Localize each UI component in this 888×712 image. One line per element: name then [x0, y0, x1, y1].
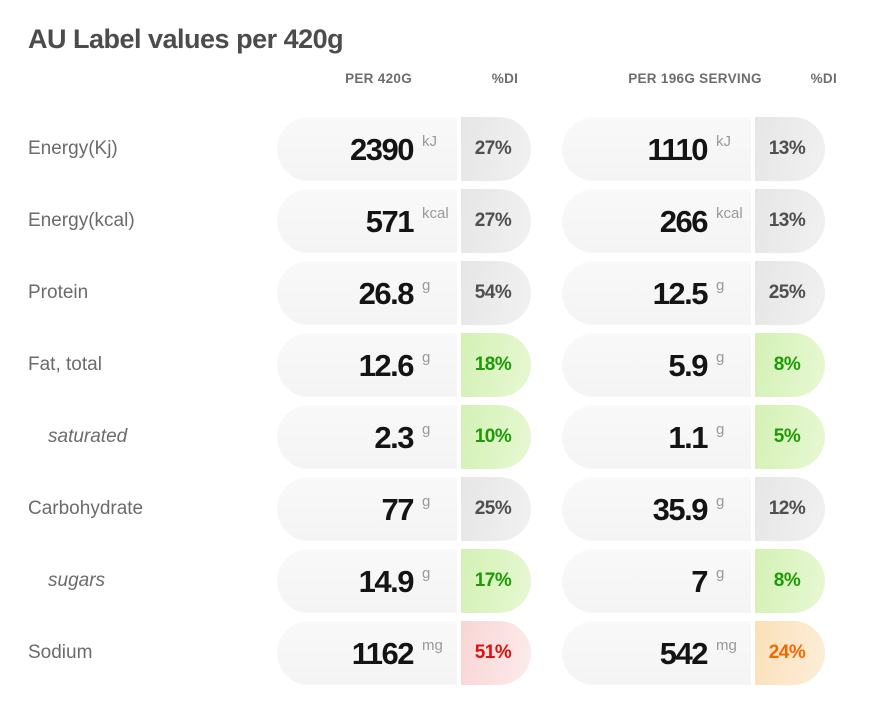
nutrient-label: Energy(kcal)	[28, 210, 135, 231]
value-serving: 35.9	[652, 491, 709, 527]
di-badge-total: 18%	[461, 333, 531, 397]
value-serving: 266	[659, 203, 709, 239]
unit-total: mg	[422, 636, 443, 654]
table-row: Energy(kcal) 571 kcal 27% 266 kcal 13%	[0, 185, 888, 257]
value-pill-serving: 1110 kJ	[562, 117, 751, 181]
value-pill-serving: 5.9 g	[562, 333, 751, 397]
value-serving: 5.9	[668, 347, 708, 383]
column-header-per-196g-serving: PER 196G SERVING	[628, 71, 762, 86]
value-serving: 1.1	[668, 419, 708, 455]
nutrient-label: Fat, total	[28, 354, 102, 375]
unit-total: g	[422, 276, 431, 294]
value-total: 1162	[351, 635, 415, 671]
nutrient-label: Sodium	[28, 642, 93, 663]
di-badge-serving: 25%	[755, 261, 825, 325]
column-header-per-420g: PER 420G	[345, 71, 412, 86]
value-pill-total: 2.3 g	[277, 405, 457, 469]
di-badge-total: 10%	[461, 405, 531, 469]
value-pill-total: 571 kcal	[277, 189, 457, 253]
value-pill-total: 26.8 g	[277, 261, 457, 325]
value-pill-serving: 266 kcal	[562, 189, 751, 253]
nutrient-label: Protein	[28, 282, 89, 303]
di-badge-serving: 13%	[755, 189, 825, 253]
di-badge-serving: 12%	[755, 477, 825, 541]
unit-serving: kJ	[716, 132, 731, 150]
value-pill-total: 2390 kJ	[277, 117, 457, 181]
unit-serving: kcal	[716, 204, 743, 222]
di-badge-serving: 24%	[755, 621, 825, 685]
value-total: 2.3	[374, 419, 414, 455]
value-pill-serving: 12.5 g	[562, 261, 751, 325]
value-total: 14.9	[358, 563, 415, 599]
table-row: Protein 26.8 g 54% 12.5 g 25%	[0, 257, 888, 329]
unit-serving: g	[716, 492, 725, 510]
value-serving: 7	[691, 563, 708, 599]
di-badge-total: 27%	[461, 117, 531, 181]
unit-total: g	[422, 348, 431, 366]
unit-total: g	[422, 420, 431, 438]
unit-serving: g	[716, 420, 725, 438]
table-row: sugars 14.9 g 17% 7 g 8%	[0, 545, 888, 617]
di-badge-total: 54%	[461, 261, 531, 325]
di-badge-serving: 8%	[755, 333, 825, 397]
unit-total: g	[422, 492, 431, 510]
nutrient-label: Carbohydrate	[28, 498, 144, 519]
value-pill-serving: 35.9 g	[562, 477, 751, 541]
table-row: saturated 2.3 g 10% 1.1 g 5%	[0, 401, 888, 473]
table-row: Sodium 1162 mg 51% 542 mg 24%	[0, 617, 888, 689]
unit-total: kJ	[422, 132, 437, 150]
di-badge-total: 27%	[461, 189, 531, 253]
unit-serving: mg	[716, 636, 737, 654]
value-pill-total: 1162 mg	[277, 621, 457, 685]
di-badge-serving: 5%	[755, 405, 825, 469]
unit-serving: g	[716, 564, 725, 582]
value-total: 12.6	[358, 347, 415, 383]
page-title: AU Label values per 420g	[28, 24, 344, 54]
table-row: Energy(Kj) 2390 kJ 27% 1110 kJ 13%	[0, 113, 888, 185]
nutrient-label: Energy(Kj)	[28, 138, 118, 159]
value-pill-serving: 542 mg	[562, 621, 751, 685]
table-row: Fat, total 12.6 g 18% 5.9 g 8%	[0, 329, 888, 401]
value-total: 26.8	[358, 275, 415, 311]
value-total: 2390	[350, 131, 414, 167]
nutrient-label: sugars	[48, 570, 106, 591]
unit-total: g	[422, 564, 431, 582]
nutrient-label: saturated	[48, 426, 128, 447]
value-pill-total: 12.6 g	[277, 333, 457, 397]
di-badge-serving: 8%	[755, 549, 825, 613]
value-pill-serving: 1.1 g	[562, 405, 751, 469]
value-total: 571	[365, 203, 415, 239]
value-serving: 1110	[647, 131, 708, 167]
column-header-di-total: %DI	[491, 71, 519, 86]
unit-total: kcal	[422, 204, 449, 222]
value-pill-total: 14.9 g	[277, 549, 457, 613]
di-badge-total: 25%	[461, 477, 531, 541]
di-badge-total: 51%	[461, 621, 531, 685]
column-header-di-serving: %DI	[810, 71, 837, 86]
unit-serving: g	[716, 276, 725, 294]
nutrition-table: Energy(Kj) 2390 kJ 27% 1110 kJ 13% Energ…	[0, 113, 888, 689]
di-badge-serving: 13%	[755, 117, 825, 181]
value-pill-serving: 7 g	[562, 549, 751, 613]
table-row: Carbohydrate 77 g 25% 35.9 g 12%	[0, 473, 888, 545]
value-serving: 12.5	[652, 275, 709, 311]
unit-serving: g	[716, 348, 725, 366]
value-total: 77	[381, 491, 415, 527]
value-serving: 542	[659, 635, 709, 671]
value-pill-total: 77 g	[277, 477, 457, 541]
di-badge-total: 17%	[461, 549, 531, 613]
